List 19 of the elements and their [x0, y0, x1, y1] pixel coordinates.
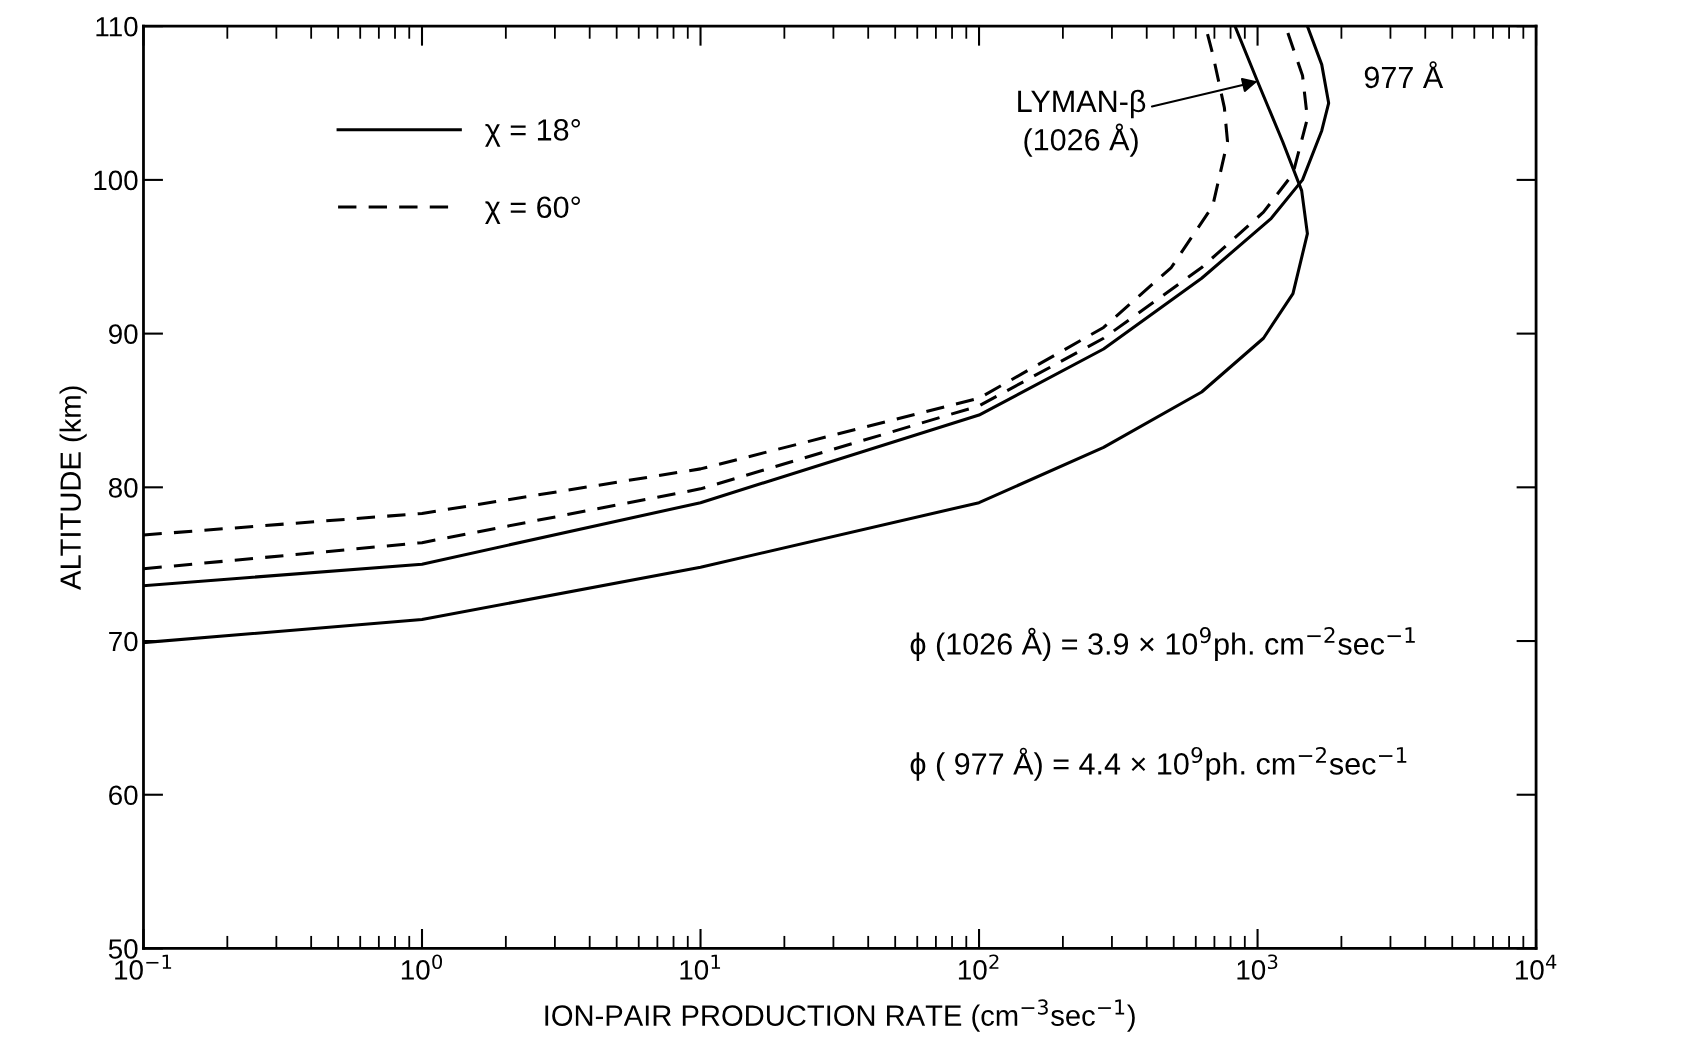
y-tick-label: 110 — [96, 16, 138, 37]
y-tick-label: 60 — [109, 785, 138, 806]
y-axis-title: ALTITUDE (km) — [59, 386, 87, 590]
x-tick-label: 10$^{1}$ — [680, 954, 721, 980]
y-tick-label: 70 — [109, 631, 138, 652]
annotation: 977 Å — [1364, 61, 1444, 89]
x-axis-title: ION-PAIR PRODUCTION RATE (cm$^{−3}$sec$^{−1}$) — [545, 999, 1135, 1032]
annotation: ϕ ( 977 Å) = 4.4 × 10$^{9}$ph. cm$^{−2}$sec$^{−1}$ — [910, 746, 1407, 781]
x-tick-label: 10$^{0}$ — [401, 954, 443, 980]
annotation: LYMAN-β (1026 Å) — [1018, 89, 1146, 157]
annotation: ϕ (1026 Å) = 3.9 × 10$^{9}$ph. cm$^{−2}$sec$^{−1}$ — [910, 626, 1415, 661]
y-tick-label: 100 — [94, 170, 138, 191]
x-tick-label: 10$^{3}$ — [1237, 954, 1278, 980]
x-tick-label: 10$^{4}$ — [1515, 954, 1557, 980]
x-tick-label: 10$^{2}$ — [958, 954, 999, 980]
y-tick-label: 80 — [108, 477, 138, 498]
legend-label: χ = 60° — [485, 196, 580, 225]
y-tick-label: 90 — [109, 324, 138, 344]
legend-label: χ = 18° — [485, 119, 580, 147]
